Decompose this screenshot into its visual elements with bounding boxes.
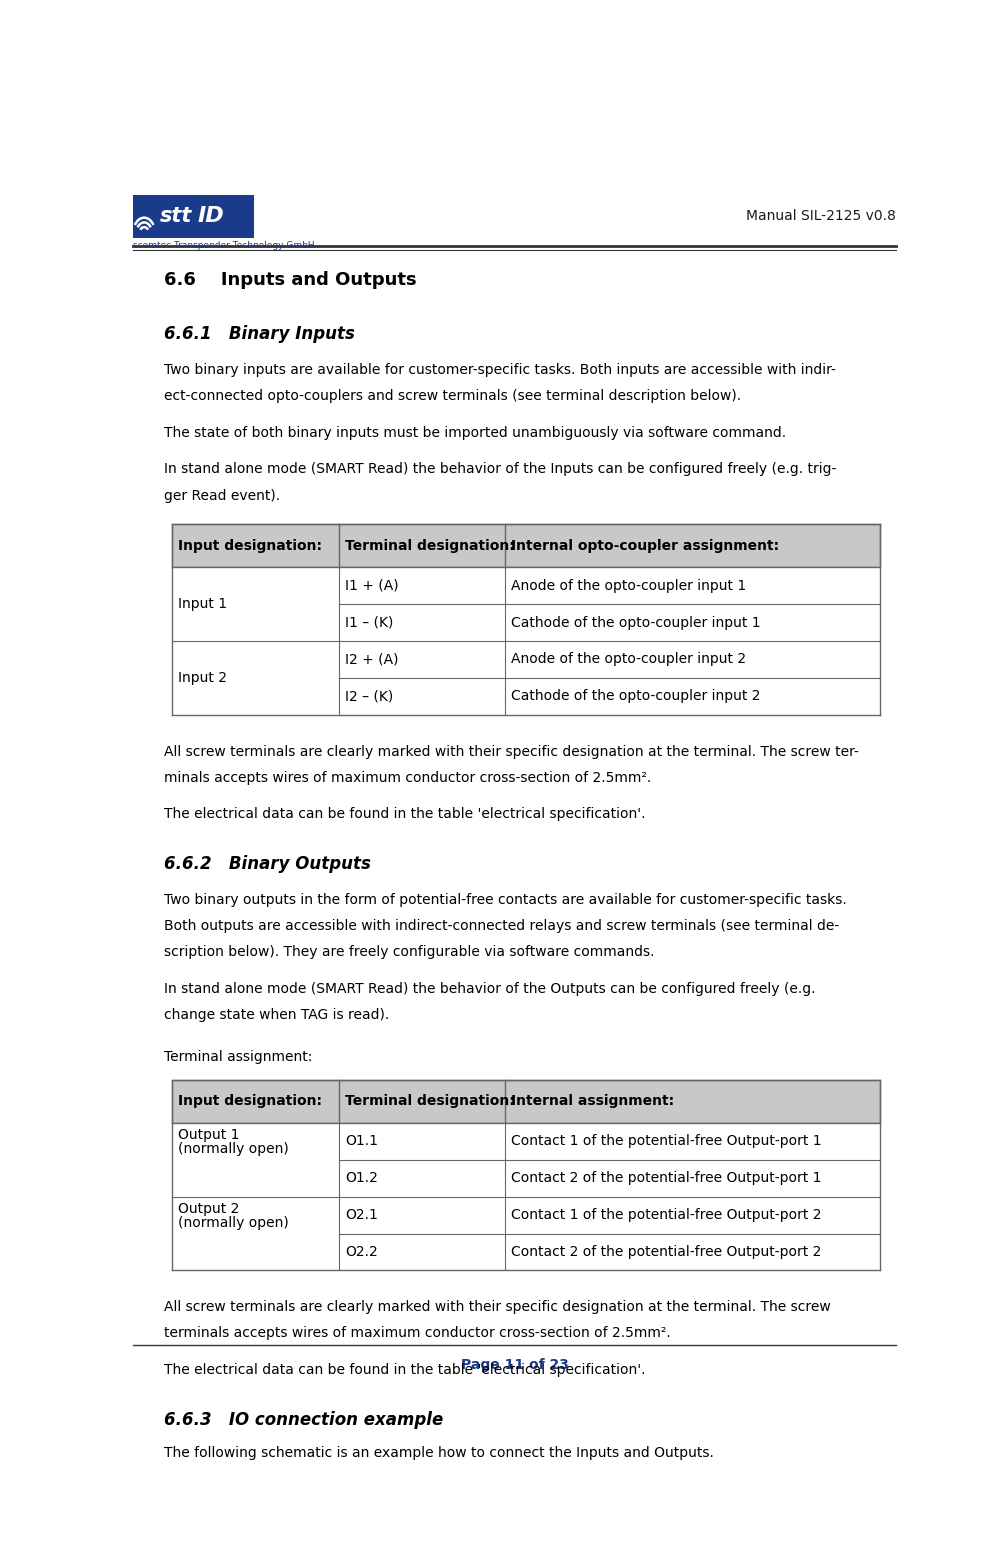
- Text: ger Read event).: ger Read event).: [164, 489, 280, 502]
- Text: 6.6    Inputs and Outputs: 6.6 Inputs and Outputs: [164, 271, 416, 289]
- Bar: [173, 1197, 880, 1234]
- Text: Input 1: Input 1: [179, 597, 228, 611]
- Text: Input designation:: Input designation:: [179, 1095, 322, 1108]
- Bar: [173, 604, 880, 642]
- Text: (normally open): (normally open): [179, 1142, 289, 1156]
- Bar: [173, 1234, 880, 1271]
- Text: I2 – (K): I2 – (K): [344, 690, 392, 703]
- Text: O2.2: O2.2: [344, 1245, 377, 1258]
- Bar: [173, 524, 880, 567]
- Text: Both outputs are accessible with indirect-connected relays and screw terminals (: Both outputs are accessible with indirec…: [164, 920, 839, 934]
- Text: Two binary inputs are available for customer-specific tasks. Both inputs are acc: Two binary inputs are available for cust…: [164, 363, 835, 377]
- Bar: [173, 1122, 880, 1160]
- Text: stt: stt: [159, 207, 192, 226]
- Text: Input designation:: Input designation:: [179, 538, 322, 553]
- Text: 6.6.2   Binary Outputs: 6.6.2 Binary Outputs: [164, 855, 371, 873]
- Text: (normally open): (normally open): [179, 1217, 289, 1231]
- Bar: [133, 195, 254, 238]
- Text: Anode of the opto-coupler input 1: Anode of the opto-coupler input 1: [511, 578, 745, 592]
- Text: The electrical data can be found in the table 'electrical specification'.: The electrical data can be found in the …: [164, 1364, 645, 1377]
- Text: Input 2: Input 2: [179, 671, 228, 685]
- Text: ID: ID: [197, 207, 224, 226]
- Text: Terminal designation:: Terminal designation:: [344, 538, 515, 553]
- Text: The following schematic is an example how to connect the Inputs and Outputs.: The following schematic is an example ho…: [164, 1447, 713, 1461]
- Text: Internal opto-coupler assignment:: Internal opto-coupler assignment:: [511, 538, 778, 553]
- Text: Contact 2 of the potential-free Output-port 1: Contact 2 of the potential-free Output-p…: [511, 1172, 820, 1186]
- Text: Internal assignment:: Internal assignment:: [511, 1095, 674, 1108]
- Text: minals accepts wires of maximum conductor cross-section of 2.5mm².: minals accepts wires of maximum conducto…: [164, 771, 651, 785]
- Text: Output 1: Output 1: [179, 1129, 240, 1142]
- Text: terminals accepts wires of maximum conductor cross-section of 2.5mm².: terminals accepts wires of maximum condu…: [164, 1326, 670, 1340]
- Text: All screw terminals are clearly marked with their specific designation at the te: All screw terminals are clearly marked w…: [164, 1300, 830, 1314]
- Text: Anode of the opto-coupler input 2: Anode of the opto-coupler input 2: [511, 652, 745, 666]
- Bar: [173, 567, 880, 604]
- Bar: [173, 642, 880, 677]
- Text: Cathode of the opto-coupler input 2: Cathode of the opto-coupler input 2: [511, 690, 760, 703]
- Text: Output 2: Output 2: [179, 1201, 240, 1215]
- Text: I1 – (K): I1 – (K): [344, 615, 393, 629]
- Text: I1 + (A): I1 + (A): [344, 578, 398, 592]
- Text: I2 + (A): I2 + (A): [344, 652, 398, 666]
- Text: Terminal assignment:: Terminal assignment:: [164, 1050, 313, 1064]
- Text: ect-connected opto-couplers and screw terminals (see terminal description below): ect-connected opto-couplers and screw te…: [164, 390, 741, 404]
- Text: Contact 1 of the potential-free Output-port 1: Contact 1 of the potential-free Output-p…: [511, 1135, 821, 1149]
- Text: 6.6.3   IO connection example: 6.6.3 IO connection example: [164, 1410, 443, 1429]
- Text: O1.1: O1.1: [344, 1135, 377, 1149]
- Text: All screw terminals are clearly marked with their specific designation at the te: All screw terminals are clearly marked w…: [164, 745, 859, 759]
- Text: scemtec Transponder Technology GmbH: scemtec Transponder Technology GmbH: [133, 241, 315, 250]
- Bar: [173, 1081, 880, 1122]
- Text: The state of both binary inputs must be imported unambiguously via software comm: The state of both binary inputs must be …: [164, 425, 785, 439]
- Text: Manual SIL-2125 v0.8: Manual SIL-2125 v0.8: [745, 209, 895, 224]
- Text: 6.6.1   Binary Inputs: 6.6.1 Binary Inputs: [164, 325, 355, 343]
- Bar: [173, 1160, 880, 1197]
- Text: The electrical data can be found in the table 'electrical specification'.: The electrical data can be found in the …: [164, 807, 645, 821]
- Text: In stand alone mode (SMART Read) the behavior of the Inputs can be configured fr: In stand alone mode (SMART Read) the beh…: [164, 462, 835, 476]
- Text: In stand alone mode (SMART Read) the behavior of the Outputs can be configured f: In stand alone mode (SMART Read) the beh…: [164, 982, 815, 996]
- Text: O2.1: O2.1: [344, 1207, 377, 1223]
- Text: O1.2: O1.2: [344, 1172, 377, 1186]
- Text: change state when TAG is read).: change state when TAG is read).: [164, 1008, 389, 1022]
- Text: Contact 2 of the potential-free Output-port 2: Contact 2 of the potential-free Output-p…: [511, 1245, 820, 1258]
- Text: Two binary outputs in the form of potential-free contacts are available for cust: Two binary outputs in the form of potent…: [164, 894, 847, 908]
- Text: Page 11 of 23: Page 11 of 23: [460, 1357, 568, 1373]
- Text: Terminal designation:: Terminal designation:: [344, 1095, 515, 1108]
- Text: Contact 1 of the potential-free Output-port 2: Contact 1 of the potential-free Output-p…: [511, 1207, 820, 1223]
- Text: scription below). They are freely configurable via software commands.: scription below). They are freely config…: [164, 946, 654, 960]
- Bar: [173, 677, 880, 714]
- Text: Cathode of the opto-coupler input 1: Cathode of the opto-coupler input 1: [511, 615, 760, 629]
